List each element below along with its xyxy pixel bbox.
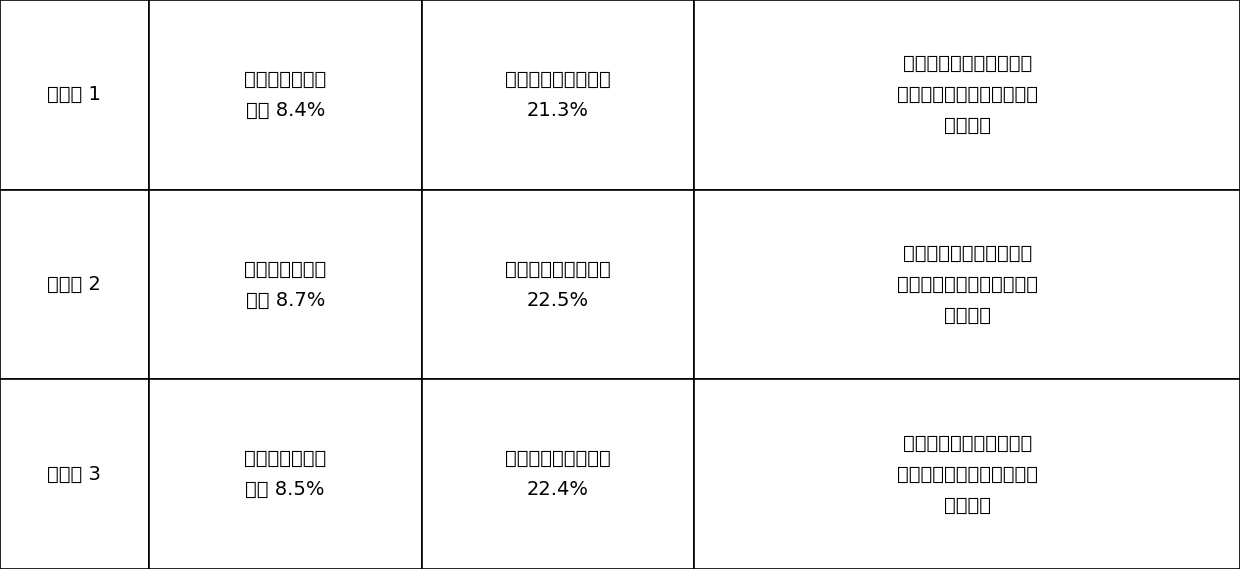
Text: 相比园土栽培降
低了 8.4%: 相比园土栽培降 低了 8.4% [244,70,326,120]
Bar [694,380,1240,569]
Text: 相比园土栽培出的苹果体
积更大、色泽更红润、口感
更加香甜: 相比园土栽培出的苹果体 积更大、色泽更红润、口感 更加香甜 [897,244,1038,325]
Bar [149,380,422,569]
Text: 实施例 3: 实施例 3 [47,465,102,484]
Bar [422,0,694,189]
Text: 相比园土栽培出的苹果体
积更大、色泽更红润、口感
更加香甜: 相比园土栽培出的苹果体 积更大、色泽更红润、口感 更加香甜 [897,54,1038,135]
Bar [422,189,694,380]
Bar [149,0,422,189]
Bar [694,0,1240,189]
Text: 实施例 1: 实施例 1 [47,85,102,104]
Text: 实施例 2: 实施例 2 [47,275,102,294]
Text: 相比园土栽培出的苹果体
积更大、色泽更红润、口感
更加香甜: 相比园土栽培出的苹果体 积更大、色泽更红润、口感 更加香甜 [897,434,1038,515]
Text: 相比园土栽培降
低了 8.5%: 相比园土栽培降 低了 8.5% [244,449,326,499]
Text: 相比园土栽培降
低了 8.7%: 相比园土栽培降 低了 8.7% [244,259,326,310]
Bar [0,380,149,569]
Text: 相比园土栽培提高了
21.3%: 相比园土栽培提高了 21.3% [505,70,611,120]
Bar [0,0,149,189]
Text: 相比园土栽培提高了
22.4%: 相比园土栽培提高了 22.4% [505,449,611,499]
Bar [422,380,694,569]
Bar [149,189,422,380]
Bar [0,189,149,380]
Bar [694,189,1240,380]
Text: 相比园土栽培提高了
22.5%: 相比园土栽培提高了 22.5% [505,259,611,310]
